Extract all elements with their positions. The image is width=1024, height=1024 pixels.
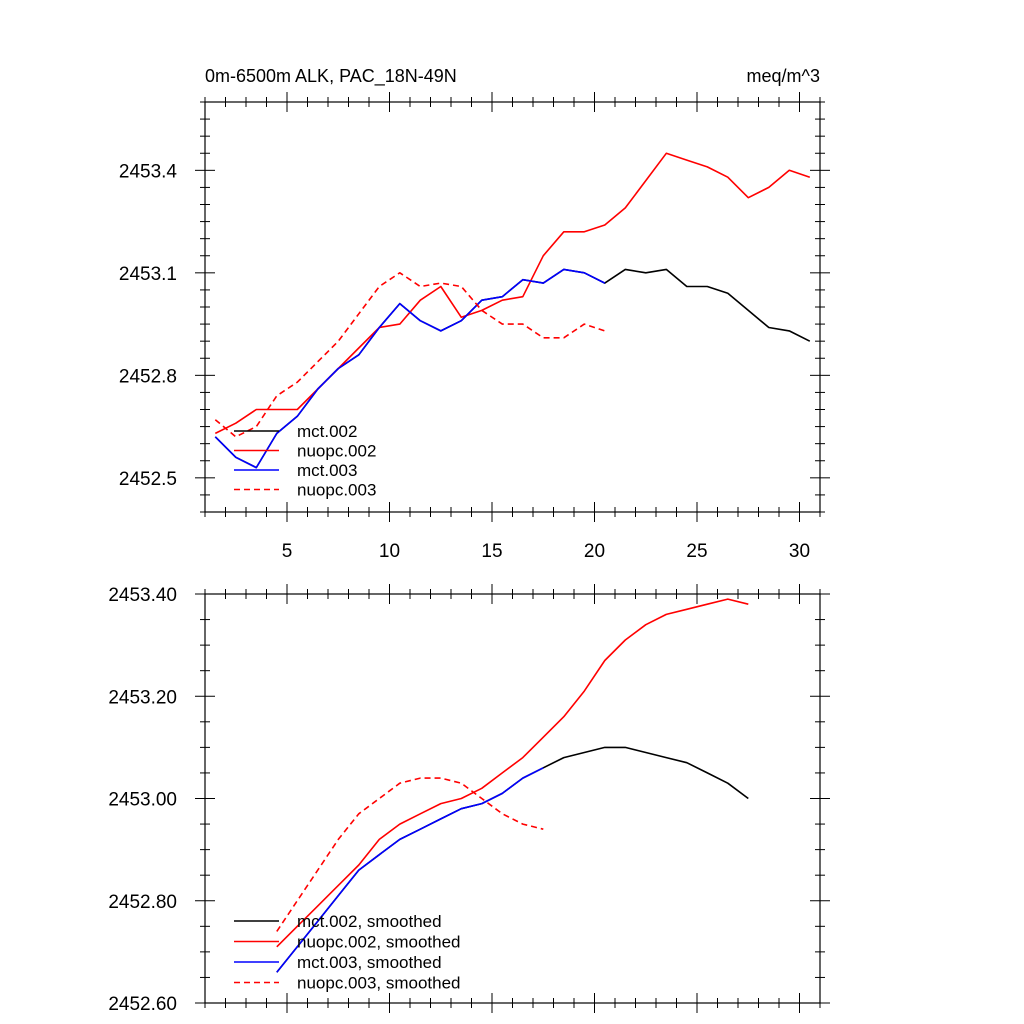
chart-1-units: meq/m^3: [747, 66, 820, 86]
chart-1-x-tick-label: 25: [686, 541, 707, 562]
chart-1-y-tick-label: 2453.1: [119, 264, 177, 285]
chart-1-series-mct-003: [214, 268, 606, 469]
chart-2-legend-label: nuopc.003, smoothed: [297, 974, 461, 993]
chart-1-series-nuopc-003: [214, 271, 606, 438]
chart-2-series-nuopc-002-smoothed: [276, 598, 749, 948]
chart-1-legend-label: nuopc.003: [297, 481, 376, 500]
chart-2-y-tick-label: 2453.00: [108, 790, 177, 811]
chart-2-y-tick-label: 2453.40: [108, 585, 177, 606]
chart-2-legend-label: mct.002, smoothed: [297, 912, 442, 931]
chart-1-panel: 5 10 15 20 25 30 2452.5 2452.8 2453.1 2453.4 mct.0…: [119, 92, 830, 562]
chart-2-y-tick-label: 2452.80: [108, 892, 177, 913]
chart-1-legend-label: nuopc.002: [297, 442, 376, 461]
chart-1-series-nuopc-002: [214, 152, 811, 435]
chart-1-title: 0m-6500m ALK, PAC_18N-49N: [205, 66, 457, 87]
chart-2-legend-label: mct.003, smoothed: [297, 953, 442, 972]
chart-1-x-tick-label: 30: [789, 541, 810, 562]
chart-2-series-mct-003-smoothed: [276, 767, 544, 973]
chart-2-panel: 2452.60 2452.80 2453.00 2453.20 2453.40 mct.0…: [108, 584, 830, 1015]
chart-1-legend-label: mct.002: [297, 422, 357, 441]
chart-1-x-tick-label: 10: [379, 541, 400, 562]
chart-2-legend-label: nuopc.002, smoothed: [297, 933, 461, 952]
chart-1-y-tick-label: 2453.4: [119, 161, 178, 182]
chart-2-y-tick-label: 2453.20: [108, 687, 177, 708]
chart-2-series-nuopc-003-smoothed: [276, 777, 544, 932]
chart-1-y-tick-label: 2452.8: [119, 366, 177, 387]
chart-1-x-tick-label: 20: [584, 541, 605, 562]
chart-2-y-tick-label: 2452.60: [108, 994, 177, 1015]
chart-1-y-tick-label: 2452.5: [119, 469, 177, 490]
chart-1-legend-label: mct.003: [297, 461, 357, 480]
chart-1-x-tick-label: 5: [282, 541, 293, 562]
chart-1-x-tick-label: 15: [481, 541, 502, 562]
